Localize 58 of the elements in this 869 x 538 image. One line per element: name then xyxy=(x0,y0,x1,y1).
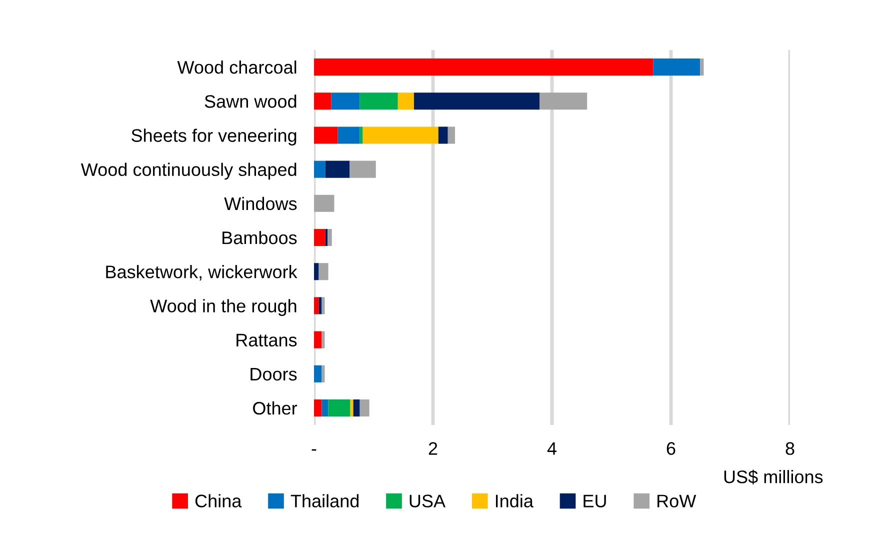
bar xyxy=(350,399,354,416)
bar xyxy=(325,160,350,178)
legend-label: Thailand xyxy=(290,494,359,508)
bar xyxy=(314,228,326,246)
y-tick-label: Other xyxy=(253,401,298,415)
x-tick-label: 6 xyxy=(666,442,676,455)
bar xyxy=(653,58,700,76)
bar xyxy=(314,58,654,76)
legend-label: RoW xyxy=(658,494,696,508)
y-tick-label: Bamboos xyxy=(222,230,297,244)
bar xyxy=(362,126,438,144)
legend-label: China xyxy=(195,494,242,508)
x-tick-label: 8 xyxy=(786,442,794,455)
bar xyxy=(448,126,456,144)
bar xyxy=(700,58,704,76)
bar xyxy=(328,399,350,416)
legend-label: USA xyxy=(410,494,446,508)
y-tick-label: Basketwork, wickerwork xyxy=(106,265,298,280)
x-axis-title: US$ millions xyxy=(724,470,823,484)
bar xyxy=(314,365,322,382)
y-tick-label: Wood continuously shaped xyxy=(80,162,296,180)
bar xyxy=(318,263,328,280)
bar xyxy=(353,399,360,416)
bar xyxy=(438,126,448,144)
bar xyxy=(338,126,360,144)
y-tick-label: Windows xyxy=(224,196,297,210)
bar xyxy=(398,92,414,110)
x-tick-label: 4 xyxy=(547,442,556,455)
bar xyxy=(322,297,325,314)
bar xyxy=(350,160,376,178)
bar xyxy=(314,263,319,280)
legend-label: India xyxy=(496,494,534,508)
bar xyxy=(328,228,332,246)
y-tick-label: Rattans xyxy=(236,334,297,346)
bar xyxy=(314,160,326,178)
bar xyxy=(314,331,322,348)
bar xyxy=(314,126,338,144)
bar xyxy=(360,399,370,416)
x-tick-label: - xyxy=(312,449,316,451)
bar xyxy=(314,92,332,110)
bar xyxy=(360,92,398,110)
bar xyxy=(322,399,328,416)
bar xyxy=(314,297,319,314)
bar xyxy=(314,194,334,212)
legend-label: EU xyxy=(584,494,606,508)
y-tick-label: Wood charcoal xyxy=(177,60,296,74)
y-tick-label: Wood in the rough xyxy=(150,299,296,316)
bar xyxy=(314,399,322,416)
bar xyxy=(322,331,325,348)
y-tick-label: Sheets for veneering xyxy=(132,128,296,146)
y-tick-label: Doors xyxy=(250,368,297,381)
bar xyxy=(360,126,363,144)
bar xyxy=(414,92,540,110)
bar xyxy=(331,92,360,110)
bar xyxy=(540,92,588,110)
y-tick-label: Sawn wood xyxy=(204,94,296,108)
bar xyxy=(322,365,325,382)
x-tick-label: 2 xyxy=(428,442,438,455)
